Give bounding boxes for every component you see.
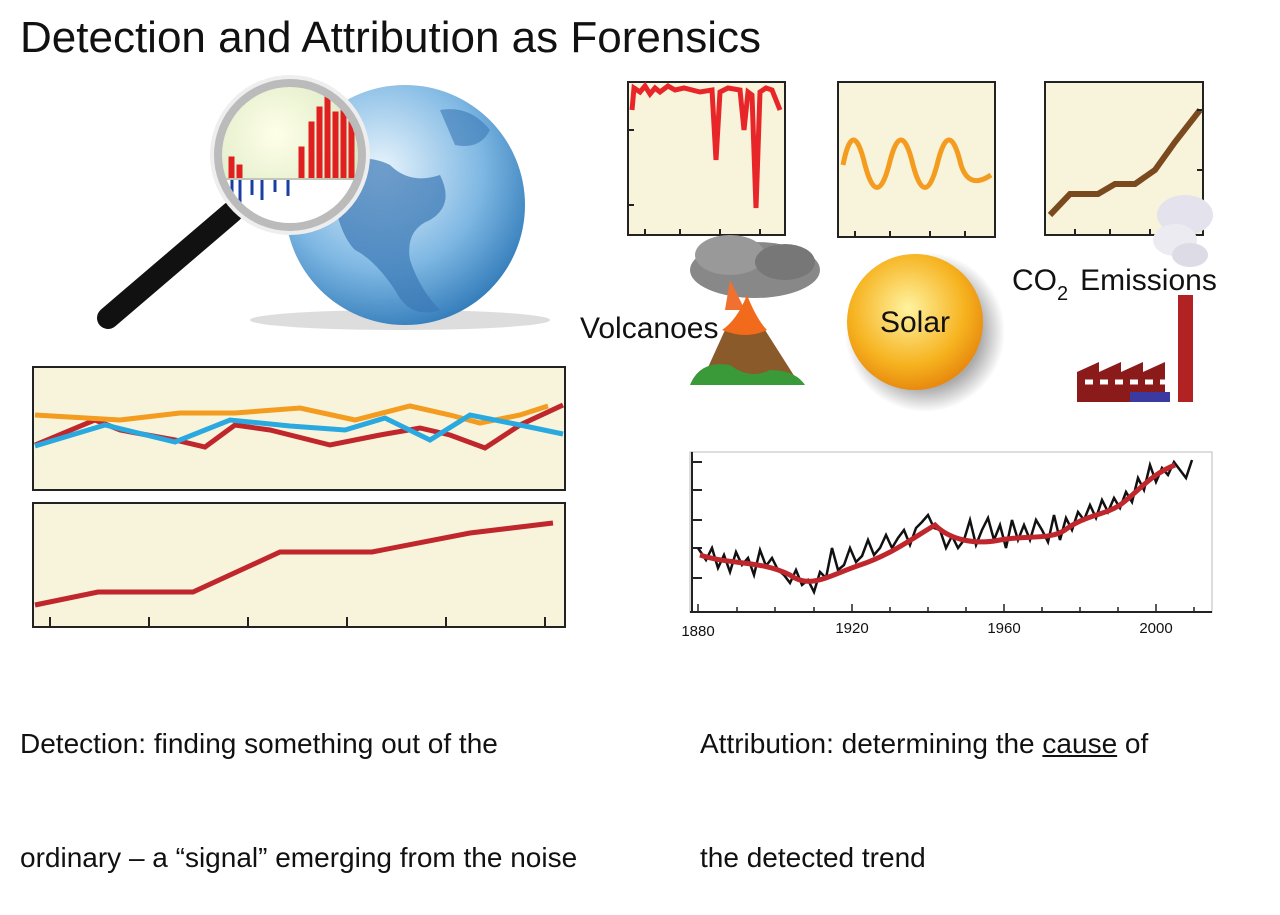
co2-rest: Emissions [1080,264,1217,297]
attribution-chart [689,451,1213,613]
volcano-illustration [690,235,820,385]
co2-main: CO [1012,264,1057,297]
x-tick-label: 1920 [835,620,868,637]
caption-text: Attribution: determining the [700,728,1035,759]
sun-illustration [845,252,1005,412]
x-tick-label: 2000 [1139,620,1172,637]
attribution-caption: Attribution: determining the cause of th… [700,649,1148,915]
solar-label: Solar [880,306,950,339]
co2-label: CO2 Emissions [1012,264,1217,305]
volcano-panel [627,81,786,236]
x-tick-label: 1960 [987,620,1020,637]
co2-subscript: 2 [1057,283,1068,305]
slide: Detection and Attribution as Forensics [20,13,1217,873]
volcanoes-label: Volcanoes [580,312,718,345]
detection-signal-chart [32,502,566,628]
caption-text: of [1124,728,1149,759]
magnifier [97,75,370,329]
solar-panel [837,81,996,238]
x-tick-label: 1880 [681,623,714,640]
detection-noise-chart [32,366,566,491]
caption-line: the detected trend [700,842,926,873]
slide-canvas: Detection and Attribution as Forensics [20,13,1217,640]
caption-line: Detection: finding something out of the [20,728,498,759]
caption-line: ordinary – a “signal” emerging from the … [20,842,578,873]
caption-emphasis: cause [1042,728,1118,759]
factory-illustration [1077,195,1213,402]
detection-caption: Detection: finding something out of the … [20,649,577,915]
caption-line: Attribution: determining the cause of [700,725,1148,763]
slide-title: Detection and Attribution as Forensics [20,13,761,62]
